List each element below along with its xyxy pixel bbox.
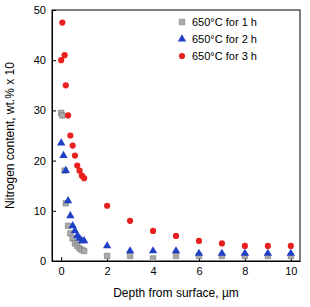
point [64,196,72,203]
point [264,249,272,256]
point [150,256,155,261]
y-tick: 50 [34,4,56,16]
point [288,243,294,249]
y-tick: 20 [34,155,56,167]
y-tick-label: 10 [34,205,46,217]
point [67,132,73,138]
y-axis-line [52,11,53,262]
y-tick-mark [52,261,56,262]
point [195,249,203,256]
y-tick-mark [52,110,56,111]
y-axis: 0 10 20 30 40 50 [34,4,56,267]
point [104,253,109,258]
legend-label: 650°C for 3 h [192,50,257,62]
legend-label: 650°C for 1 h [192,16,257,28]
point [127,218,133,224]
point [80,236,88,243]
x-axis-title: Depth from surface, µm [113,286,239,300]
point [59,19,65,25]
y-tick: 10 [34,205,56,217]
point [66,211,74,218]
x-tick: 10 [285,257,297,277]
point [219,240,225,246]
y-tick-mark [52,10,56,11]
series [58,19,294,249]
point [81,175,87,181]
series [58,110,293,261]
y-tick-label: 30 [34,104,46,116]
x-tick-label: 2 [105,265,111,277]
point [62,52,68,58]
legend-label: 650°C for 2 h [192,33,257,45]
y-axis-title: Nitrogen content, wt.% x 10 [3,62,17,209]
legend-item: 650°C for 2 h [178,33,257,45]
point [218,249,226,256]
x-tick-mark [61,257,62,261]
y-tick-label: 20 [34,155,46,167]
y-tick-label: 40 [34,54,46,66]
point [172,246,180,253]
y-tick-mark [52,60,56,61]
x-tick-label: 4 [150,265,156,277]
point [57,138,65,145]
chart: 024681001020304050650°C for 1 h650°C for… [0,0,310,307]
y-tick: 40 [34,54,56,66]
point [62,166,70,173]
y-tick: 0 [40,255,56,267]
point [127,253,132,258]
x-tick: 6 [196,257,202,277]
point [60,113,65,118]
y-tick-label: 0 [40,255,46,267]
legend: 650°C for 1 h 650°C for 2 h 650°C for 3 h [178,16,257,62]
point [196,238,202,244]
point [59,151,67,158]
x-tick-label: 6 [196,265,202,277]
point [63,82,69,88]
point [58,57,64,63]
plot: 024681001020304050650°C for 1 h650°C for… [34,4,301,277]
series [57,138,295,256]
point [72,152,78,158]
legend-item: 650°C for 3 h [179,50,257,62]
legend-marker [179,19,184,24]
point [265,243,271,249]
point [104,203,110,209]
point [150,228,156,234]
y-tick: 30 [34,104,56,116]
point [81,248,86,253]
y-tick-mark [52,211,56,212]
x-tick: 0 [59,257,65,277]
x-tick: 2 [105,257,111,277]
point [65,112,71,118]
x-tick-label: 10 [285,265,297,277]
x-axis-line [53,261,301,262]
legend-marker [178,34,186,41]
point [149,246,157,253]
x-axis: 0 2 4 6 8 10 [53,257,301,277]
point [126,246,134,253]
point [241,249,249,256]
x-tick-label: 8 [242,265,248,277]
point [242,243,248,249]
x-tick: 8 [242,257,248,277]
point [70,142,76,148]
point [173,233,179,239]
legend-marker [179,53,185,59]
point [287,249,295,256]
point [173,253,178,258]
point [103,241,111,248]
points [57,19,295,261]
legend-item: 650°C for 1 h [179,16,257,28]
x-tick-label: 0 [59,265,65,277]
plot-frame [52,10,300,261]
y-tick-label: 50 [34,4,46,16]
y-tick-mark [52,161,56,162]
